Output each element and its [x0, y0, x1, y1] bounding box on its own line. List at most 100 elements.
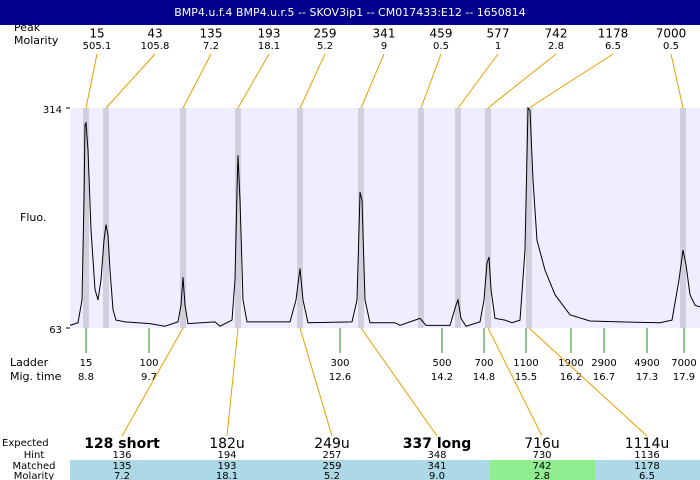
ladder-size: 700	[474, 358, 493, 369]
y-tick-label: 63	[49, 325, 62, 336]
peak-band	[103, 108, 109, 328]
peak-molarity: 0.5	[433, 41, 449, 52]
peak-molarity: 9	[381, 41, 387, 52]
peak-band	[418, 108, 424, 328]
ladder-time: 16.7	[593, 372, 615, 383]
peak-band	[83, 108, 89, 328]
molarity-value: 7.2	[114, 471, 130, 480]
match-connector	[226, 327, 239, 437]
hint-value: 136	[112, 450, 131, 461]
peak-band	[526, 108, 532, 328]
matched-cell-highlight	[490, 460, 595, 480]
ladder-time: 14.8	[473, 372, 495, 383]
ladder-time: 16.2	[560, 372, 582, 383]
peak-size: 43	[147, 27, 162, 41]
molarity-value: 9.0	[429, 471, 445, 480]
peak-molarity: 105.8	[141, 41, 170, 52]
peak-size: 259	[314, 27, 337, 41]
peak-size: 193	[258, 27, 281, 41]
peak-connector	[420, 53, 442, 109]
peak-molarity: 5.2	[317, 41, 333, 52]
matched-row-bg	[70, 460, 700, 480]
hint-value: 257	[322, 450, 341, 461]
matched-value: 1178	[634, 461, 659, 472]
peak-band	[680, 108, 686, 328]
trace	[69, 106, 700, 327]
match-connector	[360, 327, 438, 437]
peak-molarity: 6.5	[605, 41, 621, 52]
expected-size: 128 short	[84, 436, 160, 452]
ladder-size: 1900	[558, 358, 583, 369]
ladder-size: 7000	[671, 358, 696, 369]
molarity-value: 2.8	[534, 471, 550, 480]
peak-connector	[85, 53, 98, 109]
peak-size: 1178	[598, 27, 629, 41]
peak-size: 341	[373, 27, 396, 41]
ladder-size: 1100	[513, 358, 538, 369]
peak-band	[297, 108, 303, 328]
mig-time-label: Mig. time	[10, 370, 62, 383]
molarity-value: 6.5	[639, 471, 655, 480]
peak-connector	[360, 53, 385, 109]
peak-connector	[670, 53, 684, 109]
molarity-value: 18.1	[216, 471, 238, 480]
peak-molarity: 1	[495, 41, 501, 52]
hint-value: 194	[217, 450, 236, 461]
peak-molarity: 7.2	[203, 41, 219, 52]
peak-band	[485, 108, 491, 328]
plot-area	[70, 108, 700, 328]
peak-connector	[487, 53, 557, 109]
matched-value: 341	[427, 461, 446, 472]
peak-connector	[528, 53, 614, 109]
y-tick-label: 314	[43, 105, 62, 116]
peak-connector	[105, 53, 156, 109]
ladder-time: 15.5	[515, 372, 537, 383]
matched-value: 135	[112, 461, 131, 472]
ladder-size: 2900	[591, 358, 616, 369]
ladder-size: 500	[432, 358, 451, 369]
ladder-time: 17.9	[673, 372, 695, 383]
hint-value: 348	[427, 450, 446, 461]
match-connector	[121, 327, 184, 437]
match-connector	[299, 327, 333, 437]
expected-size: 249u	[314, 436, 350, 452]
molarity-value: 5.2	[324, 471, 340, 480]
expected-size: 1114u	[625, 436, 670, 452]
match-connector	[528, 327, 648, 437]
matched-value: 259	[322, 461, 341, 472]
peak-molarity: 505.1	[83, 41, 112, 52]
peak-connector	[457, 53, 499, 109]
peak-connector	[237, 53, 270, 109]
matched-label: Matched	[12, 461, 55, 472]
expected-size: 182u	[209, 436, 245, 452]
ladder-size: 15	[80, 358, 93, 369]
peak-molarity: 2.8	[548, 41, 564, 52]
title: BMP4.u.f.4 BMP4.u.r.5 -- SKOV3ip1 -- CM0…	[174, 6, 526, 19]
peak-size: 135	[200, 27, 223, 41]
ladder-time: 14.2	[431, 372, 453, 383]
y-axis-label: Fluo.	[20, 211, 46, 224]
expected-size: 337 long	[403, 436, 472, 452]
peak-molarity: 18.1	[258, 41, 280, 52]
matched-value: 193	[217, 461, 236, 472]
peak-size: 742	[545, 27, 568, 41]
ladder-time: 12.6	[329, 372, 351, 383]
peak-band	[235, 108, 241, 328]
expected-label: Expected	[2, 438, 49, 449]
peak-molarity: 0.5	[663, 41, 679, 52]
peak-band	[455, 108, 461, 328]
ladder-size: 4900	[634, 358, 659, 369]
peak-size: 7000	[656, 27, 687, 41]
ladder-label: Ladder	[10, 356, 49, 369]
title-bar	[0, 0, 700, 25]
ladder-time: 9.7	[141, 372, 157, 383]
peak-size: 459	[430, 27, 453, 41]
molarity-label: Molarity	[14, 471, 54, 480]
hint-value: 1136	[634, 450, 659, 461]
ladder-size: 300	[330, 358, 349, 369]
expected-size: 716u	[524, 436, 560, 452]
peak-connector	[182, 53, 212, 109]
ladder-time: 17.3	[636, 372, 658, 383]
matched-value: 742	[532, 461, 551, 472]
